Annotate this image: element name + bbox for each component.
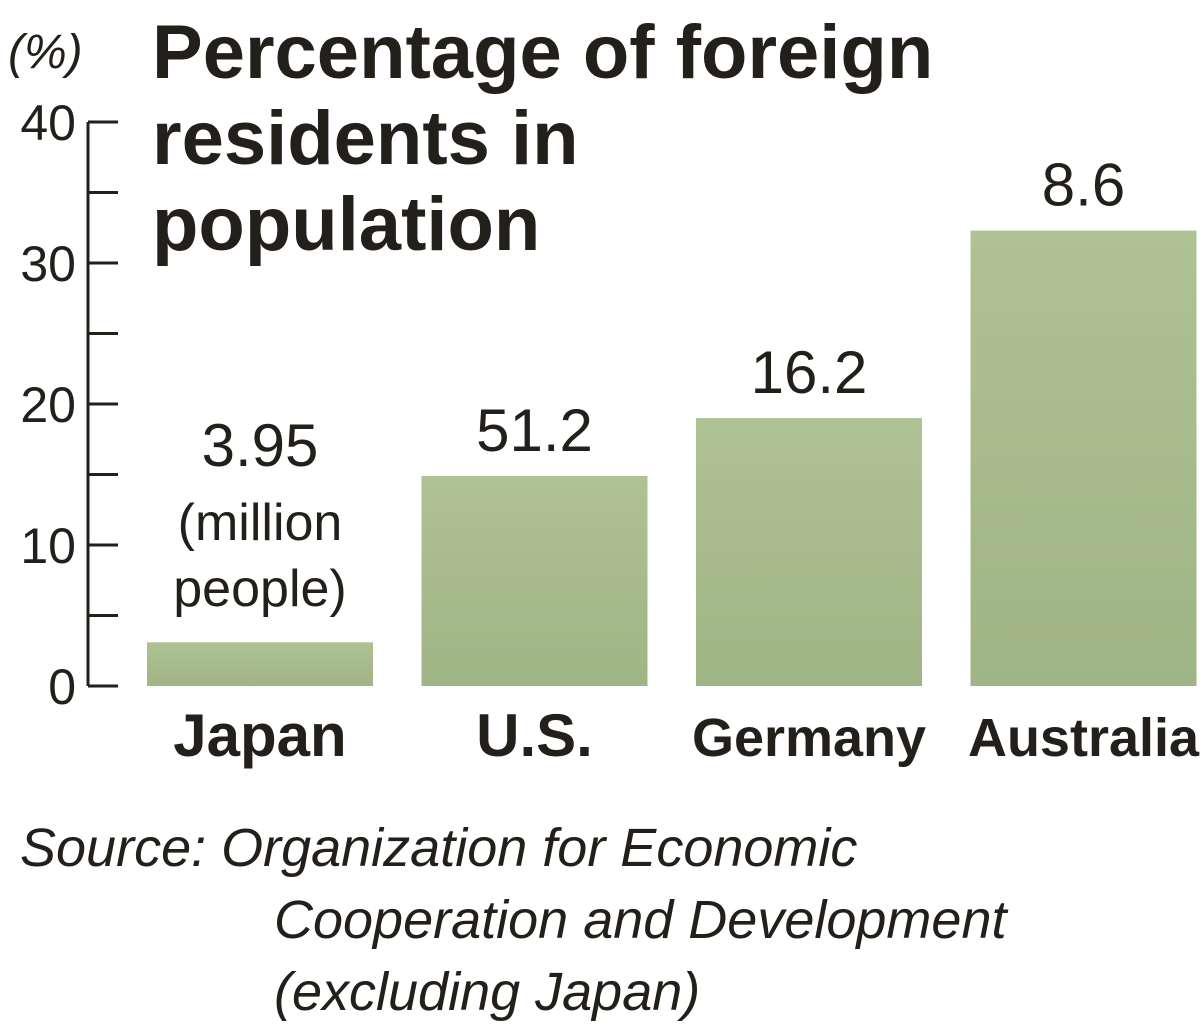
bars bbox=[147, 230, 1197, 686]
data-labels: 3.95 51.2 16.2 8.6 bbox=[202, 152, 1126, 479]
source-line-3: (excluding Japan) bbox=[274, 962, 700, 1022]
source-line-2: Cooperation and Development bbox=[274, 890, 1008, 950]
y-axis-ticks bbox=[88, 120, 118, 688]
category-label-australia: Australia bbox=[968, 708, 1200, 768]
category-label-germany: Germany bbox=[692, 708, 926, 768]
data-label-u-s: 51.2 bbox=[476, 397, 593, 464]
bar-australia bbox=[970, 230, 1197, 686]
source-line-1: Source: Organization for Economic bbox=[20, 818, 857, 878]
y-tick-label-20: 20 bbox=[20, 377, 76, 433]
data-label-unit-note-line-1: (million bbox=[178, 494, 343, 552]
y-tick-label-0: 0 bbox=[48, 659, 76, 715]
y-axis-tick-labels: 0 10 20 30 40 bbox=[20, 95, 76, 715]
chart-title-line-2: residents in bbox=[152, 96, 579, 181]
bar-u-s bbox=[421, 475, 648, 686]
y-tick-label-40: 40 bbox=[20, 95, 76, 151]
y-tick-label-10: 10 bbox=[20, 518, 76, 574]
bar-japan bbox=[147, 642, 373, 686]
category-label-u-s: U.S. bbox=[476, 702, 593, 769]
y-tick-label-30: 30 bbox=[20, 236, 76, 292]
data-label-unit-note-line-2: people) bbox=[173, 560, 346, 618]
bar-germany bbox=[696, 418, 922, 686]
y-axis-unit-label: (%) bbox=[8, 26, 83, 79]
data-label-germany: 16.2 bbox=[751, 339, 868, 406]
chart-title-line-1: Percentage of foreign bbox=[152, 10, 933, 95]
data-label-australia: 8.6 bbox=[1042, 152, 1125, 219]
data-label-japan: 3.95 bbox=[202, 412, 319, 479]
chart-title-line-3: population bbox=[152, 182, 540, 267]
category-labels: Japan U.S. Germany Australia bbox=[173, 702, 1200, 769]
category-label-japan: Japan bbox=[173, 702, 346, 769]
